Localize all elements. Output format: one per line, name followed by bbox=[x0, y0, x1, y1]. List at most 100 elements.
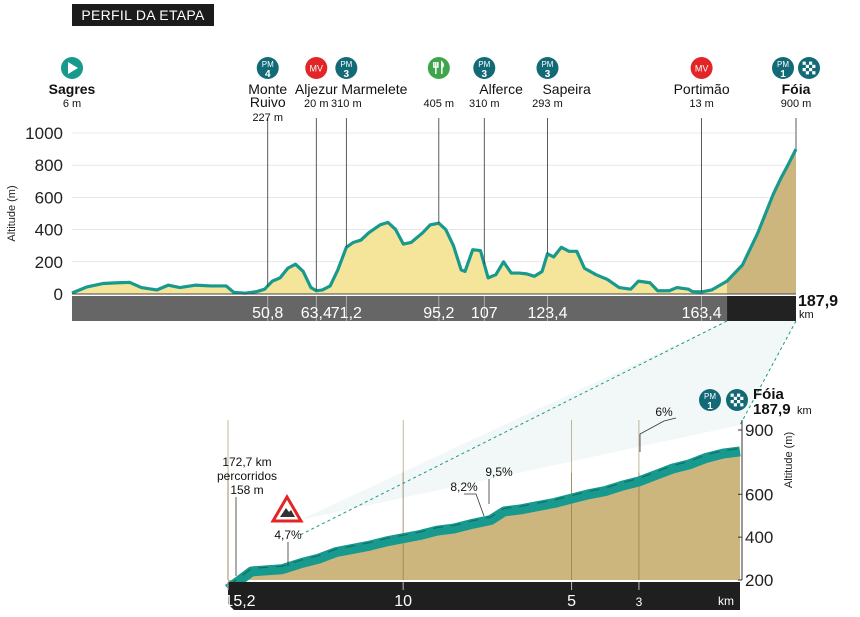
mountain-badge-icon: PM1 bbox=[772, 57, 794, 80]
pm-badge-circle bbox=[699, 389, 721, 411]
main-profile-line bbox=[71, 148, 798, 295]
mv-sprint-icon bbox=[690, 57, 713, 79]
detail-km-label: 3 bbox=[636, 595, 643, 609]
mountain-badge-icon: PM4 bbox=[256, 57, 279, 80]
finish-flag-square bbox=[812, 64, 816, 68]
pm-badge-category: 3 bbox=[482, 69, 488, 80]
detail-km-label: 5 bbox=[567, 593, 576, 610]
detail-finish-km-unit: km bbox=[797, 405, 812, 417]
detail-finish-km: 187,9 bbox=[753, 401, 791, 418]
main-point-altitude: 900 m bbox=[781, 98, 812, 110]
detail-gradient-label: 4,7% bbox=[274, 528, 302, 542]
main-km-label: 63,4 bbox=[301, 305, 332, 322]
detail-y-tick-label: 600 bbox=[745, 485, 773, 504]
detail-km-bar bbox=[228, 582, 740, 610]
finish-flag-square bbox=[730, 393, 734, 397]
mv-sprint-icon bbox=[305, 57, 328, 79]
pm-badge-category: 3 bbox=[344, 69, 350, 80]
main-point-name: Sapeira bbox=[542, 81, 590, 97]
main-point-altitude: 20 m bbox=[304, 98, 328, 110]
finish-flag-square bbox=[812, 71, 816, 75]
detail-profile-ribbon bbox=[225, 446, 741, 594]
finish-flag-square bbox=[737, 393, 741, 397]
detail-km-label: 15,2 bbox=[224, 593, 255, 610]
zoom-line-right bbox=[739, 320, 797, 426]
mountain-badge-icon: PM3 bbox=[536, 57, 559, 80]
main-km-label: 123,4 bbox=[527, 305, 567, 322]
main-y-tick-label: 800 bbox=[35, 156, 63, 175]
mv-badge-text: MV bbox=[310, 64, 324, 74]
main-point-altitude: 293 m bbox=[532, 98, 563, 110]
main-point-name: Sagres bbox=[49, 81, 96, 97]
detail-y-tick-label: 400 bbox=[745, 528, 773, 547]
finish-flag-square bbox=[733, 396, 737, 400]
finish-flag-square bbox=[809, 61, 813, 65]
main-km-label: 107 bbox=[471, 305, 498, 322]
pm-badge-text: PM bbox=[478, 60, 490, 69]
detail-y-tick-label: 200 bbox=[745, 571, 773, 590]
pm-badge-category: 1 bbox=[707, 401, 713, 412]
main-point-altitude: 310 m bbox=[469, 98, 500, 110]
finish-flag-square bbox=[737, 400, 741, 404]
pm-badge-text: PM bbox=[340, 60, 352, 69]
finish-flag-square bbox=[740, 403, 744, 407]
detail-gradient-label: 8,2% bbox=[450, 480, 478, 494]
main-point-altitude: 310 m bbox=[331, 98, 362, 110]
finish-flag-square bbox=[730, 400, 734, 404]
detail-gradient-leader bbox=[639, 417, 677, 452]
main-y-axis-label: Altitude (m) bbox=[6, 185, 18, 241]
finish-flag-icon bbox=[726, 389, 748, 411]
main-point-name: Aljezur bbox=[295, 81, 338, 97]
main-y-tick-label: 0 bbox=[54, 285, 63, 304]
pm-badge-circle bbox=[473, 57, 496, 79]
main-km-label: 71,2 bbox=[331, 305, 362, 322]
finish-flag-square bbox=[802, 68, 806, 72]
mountain-badge-icon: PM3 bbox=[335, 57, 358, 80]
pm-badge-circle bbox=[335, 57, 358, 79]
detail-start-info: 172,7 km bbox=[222, 455, 271, 469]
pm-badge-text: PM bbox=[777, 60, 789, 69]
main-point-altitude: 405 m bbox=[424, 98, 455, 110]
feed-zone-icon bbox=[427, 57, 450, 79]
pm-badge-circle bbox=[536, 57, 559, 79]
main-point-name: Alferce bbox=[479, 81, 523, 97]
finish-flag-square bbox=[805, 64, 809, 68]
mountain-badge-icon: PM3 bbox=[473, 57, 496, 80]
main-total-km-unit: km bbox=[799, 309, 814, 321]
main-km-label: 163,4 bbox=[682, 305, 722, 322]
page-title: PERFIL DA ETAPA bbox=[72, 4, 214, 26]
detail-gradient-label: 9,5% bbox=[485, 465, 513, 479]
main-km-label: 50,8 bbox=[252, 305, 283, 322]
main-y-tick-label: 200 bbox=[35, 253, 63, 272]
warning-triangle-icon bbox=[270, 494, 304, 523]
detail-gradient-leader bbox=[464, 493, 485, 517]
detail-gradient-label: 6% bbox=[655, 405, 673, 419]
finish-flag-square bbox=[733, 403, 737, 407]
feed-zone-cutlery-icon bbox=[433, 60, 445, 74]
main-point-name: Monte bbox=[248, 81, 287, 97]
main-point-name: Fóia bbox=[782, 81, 811, 97]
finish-flag-icon bbox=[798, 57, 820, 79]
detail-mountain-badge-icon: PM1 bbox=[699, 389, 721, 412]
main-km-bar bbox=[72, 296, 728, 321]
warning-slope-icon bbox=[280, 508, 295, 517]
main-y-tick-label: 400 bbox=[35, 221, 63, 240]
main-km-label: 95,2 bbox=[423, 305, 454, 322]
finish-flag-square bbox=[805, 71, 809, 75]
detail-finish-name: Fóia bbox=[753, 386, 784, 403]
pm-badge-category: 4 bbox=[265, 69, 271, 80]
pm-badge-category: 1 bbox=[780, 69, 786, 80]
pm-badge-circle bbox=[256, 57, 279, 79]
mv-badge-text: MV bbox=[695, 64, 709, 74]
finish-flag-square bbox=[740, 396, 744, 400]
main-point-altitude: 6 m bbox=[63, 98, 81, 110]
main-total-km: 187,9 bbox=[798, 293, 838, 310]
detail-y-axis-label: Altitude (m) bbox=[783, 432, 795, 488]
pm-badge-text: PM bbox=[704, 392, 716, 401]
detail-km-label: 10 bbox=[394, 593, 412, 610]
detail-km-unit: km bbox=[718, 594, 734, 608]
main-point-name: Portimão bbox=[674, 81, 730, 97]
pm-badge-category: 3 bbox=[545, 69, 551, 80]
